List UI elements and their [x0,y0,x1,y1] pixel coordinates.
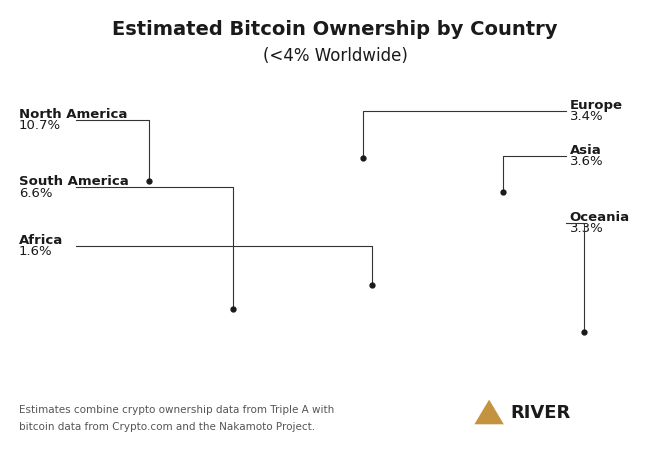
Text: bitcoin data from Crypto.com and the Nakamoto Project.: bitcoin data from Crypto.com and the Nak… [19,422,315,432]
Text: Asia: Asia [570,144,601,157]
Text: Africa: Africa [19,234,63,247]
Text: South America: South America [19,176,129,188]
Text: Oceania: Oceania [570,211,630,224]
Text: 3.3%: 3.3% [570,223,603,235]
Text: RIVER: RIVER [511,404,571,422]
Text: 1.6%: 1.6% [19,245,52,258]
Text: 3.6%: 3.6% [570,155,603,168]
Text: North America: North America [19,108,127,121]
Text: (<4% Worldwide): (<4% Worldwide) [263,47,407,65]
Text: 6.6%: 6.6% [19,187,52,199]
Text: 10.7%: 10.7% [19,119,61,132]
Text: Estimates combine crypto ownership data from Triple A with: Estimates combine crypto ownership data … [19,405,334,415]
Text: 3.4%: 3.4% [570,110,603,123]
Text: Estimated Bitcoin Ownership by Country: Estimated Bitcoin Ownership by Country [113,20,557,39]
Text: Europe: Europe [570,99,622,112]
